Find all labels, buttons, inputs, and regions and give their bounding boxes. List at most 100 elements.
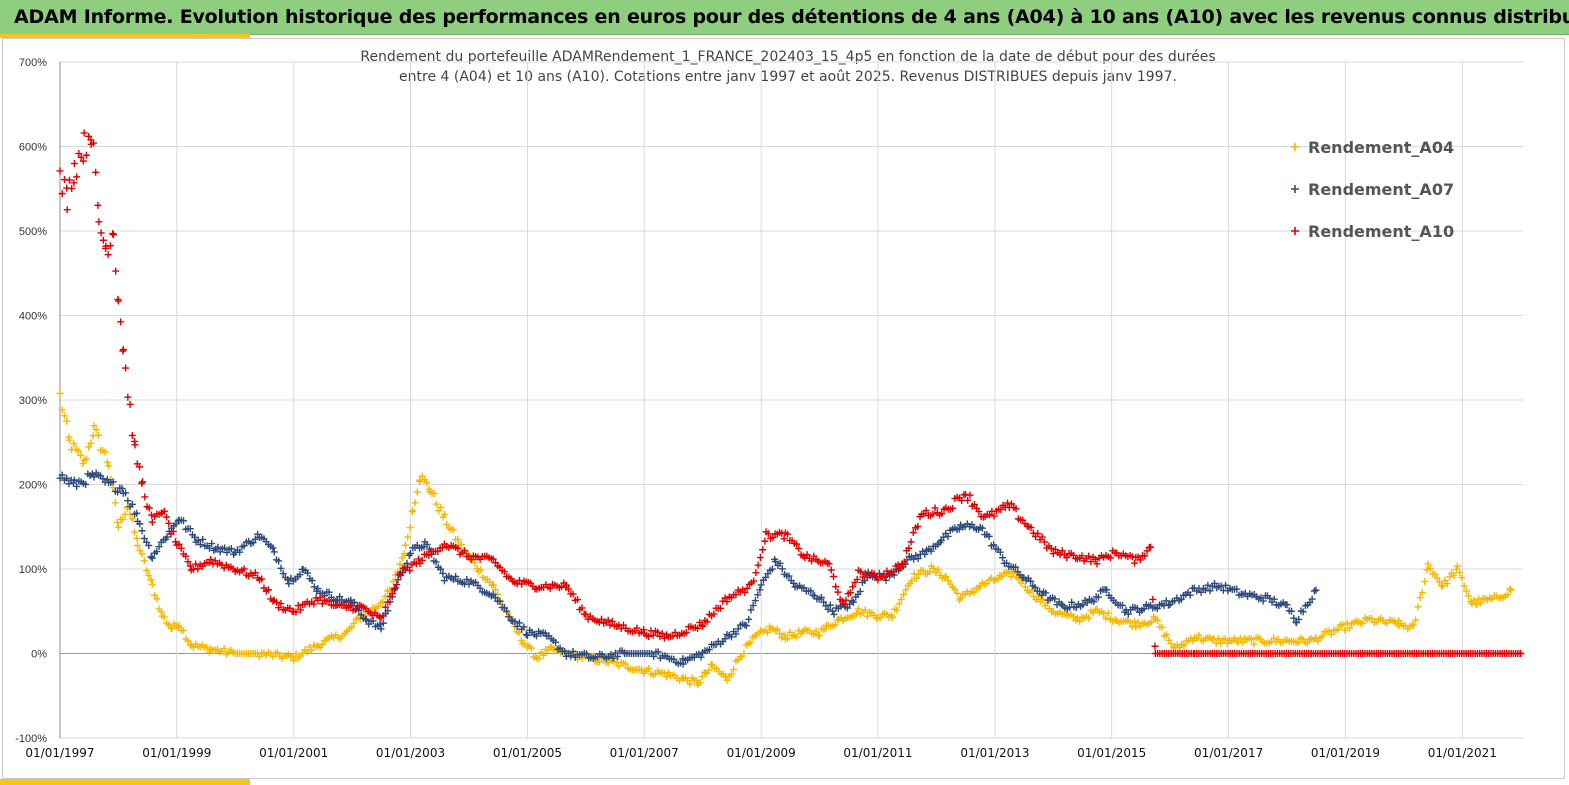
data-point — [65, 480, 73, 488]
data-point — [562, 581, 570, 589]
data-point — [707, 660, 715, 668]
x-tick-label: 01/01/2019 — [1311, 746, 1380, 760]
data-point — [990, 512, 998, 520]
data-point — [128, 431, 136, 439]
data-point — [778, 565, 786, 573]
data-point — [114, 297, 122, 305]
data-point — [598, 615, 606, 623]
data-point — [1452, 565, 1460, 573]
data-point — [654, 648, 662, 656]
data-point — [180, 627, 188, 635]
data-point — [511, 618, 519, 626]
data-point — [727, 670, 735, 678]
data-point — [975, 508, 983, 516]
data-point — [1270, 595, 1278, 603]
data-point — [58, 190, 66, 198]
data-point — [423, 540, 431, 548]
data-point — [768, 565, 776, 573]
data-point — [763, 629, 771, 637]
data-point — [148, 554, 156, 562]
data-point — [1310, 587, 1318, 595]
data-point — [310, 600, 318, 608]
data-point — [1158, 623, 1166, 631]
data-point — [194, 536, 202, 544]
data-point — [999, 554, 1007, 562]
data-point — [608, 617, 616, 625]
data-point — [773, 625, 781, 633]
data-point — [907, 538, 915, 546]
data-point — [155, 543, 163, 551]
data-point — [747, 639, 755, 647]
data-point — [396, 560, 404, 568]
data-point — [1222, 581, 1230, 589]
data-point — [894, 561, 902, 569]
data-point — [73, 482, 81, 490]
data-point — [95, 218, 103, 226]
data-point — [1151, 642, 1159, 650]
data-point — [829, 573, 837, 581]
header-banner: ADAM Informe. Evolution historique des p… — [0, 0, 1569, 35]
data-point — [749, 601, 757, 609]
data-point — [308, 577, 316, 585]
data-point — [803, 551, 811, 559]
x-tick-label: 01/01/2007 — [610, 746, 679, 760]
data-point — [567, 652, 575, 660]
data-point — [391, 586, 399, 594]
data-point — [1345, 624, 1353, 632]
data-point — [112, 267, 120, 275]
data-point — [148, 581, 156, 589]
data-point — [970, 500, 978, 508]
data-point — [1424, 560, 1432, 568]
data-point — [168, 625, 176, 633]
data-point — [614, 652, 622, 660]
data-point — [895, 600, 903, 608]
data-point — [776, 559, 784, 567]
data-point — [1221, 635, 1229, 643]
data-point — [574, 596, 582, 604]
data-point — [384, 598, 392, 606]
x-tick-label: 01/01/2003 — [376, 746, 445, 760]
x-tick-label: 01/01/2017 — [1194, 746, 1263, 760]
data-point — [660, 634, 668, 642]
data-point — [296, 606, 304, 614]
data-point — [830, 610, 838, 618]
data-point — [394, 576, 402, 584]
data-point — [90, 422, 98, 430]
data-point — [457, 540, 465, 548]
data-point — [1049, 550, 1057, 558]
data-point — [418, 472, 426, 480]
data-point — [194, 565, 202, 573]
data-point — [139, 478, 147, 486]
data-point — [1270, 634, 1278, 642]
data-point — [314, 585, 322, 593]
data-point — [97, 229, 105, 237]
data-point — [350, 598, 358, 606]
data-point — [561, 647, 569, 655]
data-point — [439, 569, 447, 577]
data-point — [857, 568, 865, 576]
data-point — [92, 426, 100, 434]
data-point — [1443, 580, 1451, 588]
data-point — [961, 490, 969, 498]
data-point — [1068, 598, 1076, 606]
data-point — [443, 520, 451, 528]
data-point — [1103, 586, 1111, 594]
data-point — [114, 518, 122, 526]
data-point — [1266, 594, 1274, 602]
data-point — [861, 569, 869, 577]
data-point — [292, 650, 300, 658]
data-point — [348, 623, 356, 631]
data-point — [205, 648, 213, 656]
x-tick-label: 01/01/2021 — [1428, 746, 1497, 760]
series-Rendement_A04 — [56, 389, 1515, 689]
data-point — [109, 484, 117, 492]
data-point — [1312, 633, 1320, 641]
data-point — [153, 548, 161, 556]
data-point — [1167, 640, 1175, 648]
data-point — [1131, 559, 1139, 567]
data-point — [934, 566, 942, 574]
data-point — [540, 651, 548, 659]
data-point — [294, 602, 302, 610]
data-point — [1027, 577, 1035, 585]
